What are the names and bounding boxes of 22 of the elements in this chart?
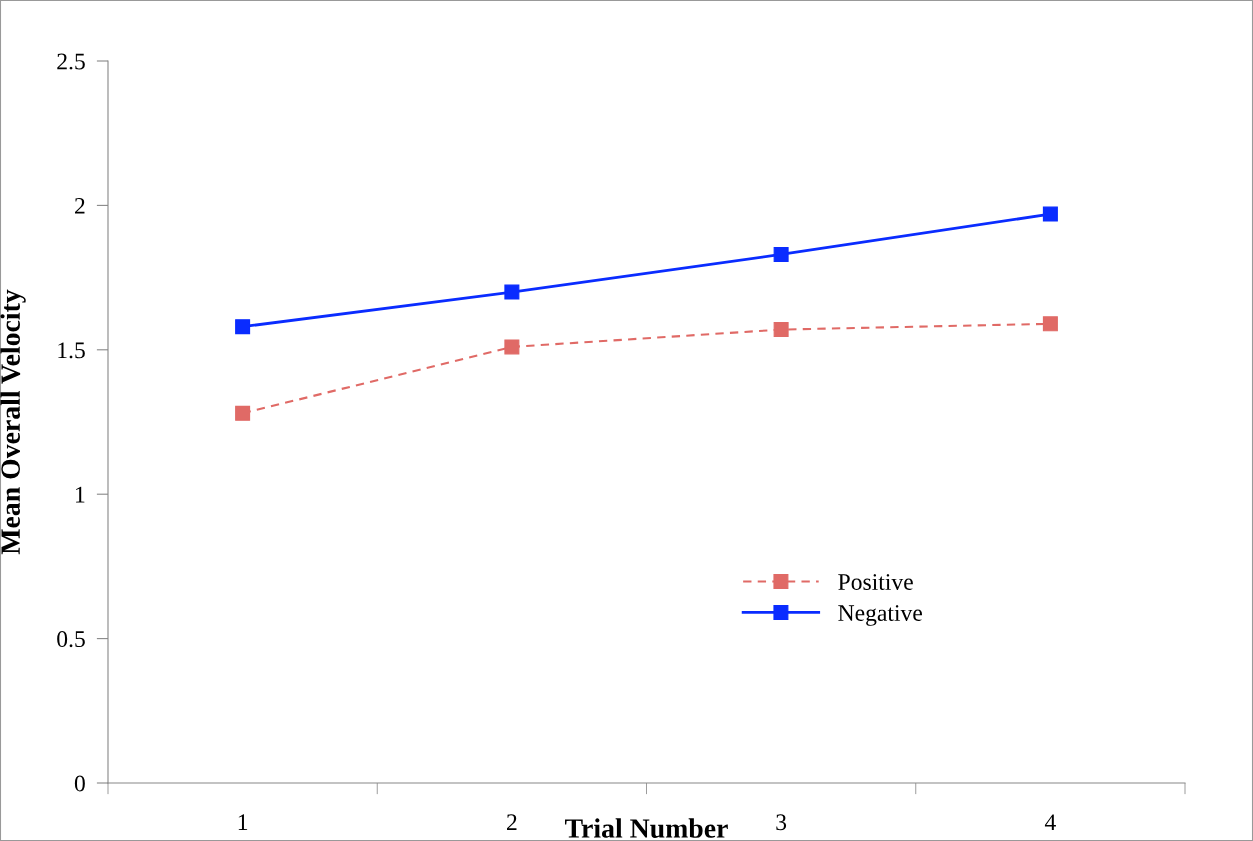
point: [235, 405, 251, 421]
y-tick-label: 1.5: [58, 342, 85, 359]
y-tick-label: 1: [76, 486, 85, 503]
y-tick-label: 0.5: [57, 631, 85, 648]
x-tick-label: 2: [507, 814, 517, 830]
point: [504, 284, 520, 300]
point: [1042, 316, 1058, 332]
point: [773, 246, 789, 262]
point: [1042, 206, 1058, 222]
y-tick-label: 0: [74, 775, 85, 792]
point: [504, 339, 520, 355]
point: [235, 319, 251, 335]
y-tick-label: 2.5: [57, 53, 85, 70]
x-tick-label: 1: [238, 814, 248, 830]
point: [773, 322, 789, 338]
legend-label: Positive: [838, 574, 913, 590]
legend-label: Negative: [838, 605, 922, 626]
y-axis-title: Mean Overall Velocity: [0, 289, 26, 555]
x-tick-label: 4: [1044, 814, 1056, 830]
y-tick-label: 2: [75, 197, 85, 214]
x-tick-label: 3: [776, 814, 787, 831]
x-axis-title: Trial Number: [565, 818, 728, 838]
